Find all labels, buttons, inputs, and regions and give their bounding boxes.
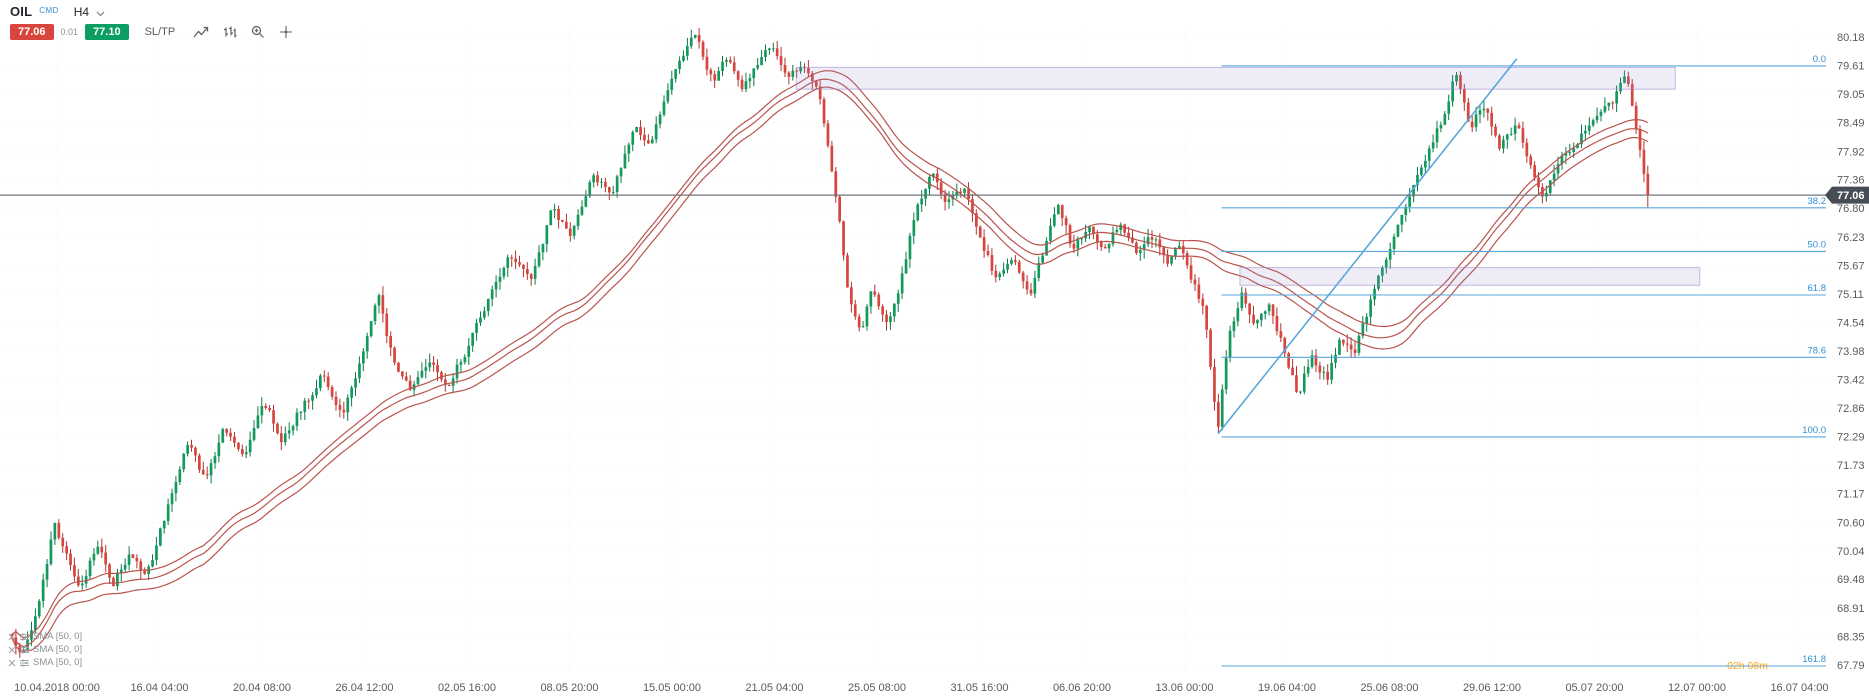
sma-low-line [11, 86, 1649, 652]
trendline[interactable] [1217, 58, 1518, 435]
svg-text:20.04 08:00: 20.04 08:00 [233, 682, 291, 694]
svg-text:25.06 08:00: 25.06 08:00 [1360, 682, 1418, 694]
svg-text:80.18: 80.18 [1837, 32, 1865, 44]
crosshair-icon[interactable] [279, 25, 293, 39]
sma-lines[interactable] [11, 70, 1649, 652]
svg-text:19.06 04:00: 19.06 04:00 [1258, 682, 1316, 694]
settings-icon[interactable] [20, 632, 29, 641]
svg-text:73.98: 73.98 [1837, 346, 1865, 358]
svg-text:08.05 20:00: 08.05 20:00 [540, 682, 598, 694]
fib-level-label: 61.8 [1808, 283, 1827, 294]
spread-value: 0.01 [60, 27, 79, 37]
fib-level-label: 0.0 [1813, 54, 1826, 65]
fib-level-label: 38.2 [1808, 196, 1827, 207]
close-icon[interactable] [8, 646, 16, 654]
current-price-line: 77.06 [0, 186, 1869, 204]
svg-text:75.67: 75.67 [1837, 260, 1865, 272]
indicator-legend: SMA [50, 0] SMA [50, 0] SMA [50, 0] [8, 630, 82, 669]
buy-price-button[interactable]: 77.10 [85, 24, 129, 40]
sell-price-button[interactable]: 77.06 [10, 24, 54, 40]
fib-level-label: 78.6 [1808, 345, 1827, 356]
svg-text:05.07 20:00: 05.07 20:00 [1565, 682, 1623, 694]
svg-text:67.79: 67.79 [1837, 660, 1865, 672]
svg-text:76.23: 76.23 [1837, 232, 1865, 244]
svg-text:21.05 04:00: 21.05 04:00 [745, 682, 803, 694]
svg-text:75.11: 75.11 [1837, 289, 1864, 301]
svg-text:72.86: 72.86 [1837, 403, 1865, 415]
svg-text:25.05 08:00: 25.05 08:00 [848, 682, 906, 694]
svg-text:12.07 00:00: 12.07 00:00 [1668, 682, 1726, 694]
svg-text:71.73: 71.73 [1837, 460, 1865, 472]
svg-text:26.04 12:00: 26.04 12:00 [335, 682, 393, 694]
svg-text:15.05 00:00: 15.05 00:00 [643, 682, 701, 694]
price-axis[interactable]: 80.18 79.61 79.05 78.49 77.92 77.36 76.80 76.23… [1837, 32, 1865, 672]
svg-text:78.49: 78.49 [1837, 118, 1865, 130]
sltp-button[interactable]: SL/TP [144, 26, 176, 38]
svg-text:06.06 20:00: 06.06 20:00 [1053, 682, 1111, 694]
chart-type-icon[interactable] [223, 25, 237, 39]
svg-text:76.80: 76.80 [1837, 203, 1865, 215]
svg-text:10.04.2018 00:00: 10.04.2018 00:00 [14, 682, 100, 694]
zoom-in-icon[interactable] [251, 25, 265, 39]
instrument-type-badge: CMD [39, 6, 59, 15]
svg-text:16.04 04:00: 16.04 04:00 [130, 682, 188, 694]
trendline-icon[interactable] [193, 25, 209, 39]
close-icon[interactable] [8, 659, 16, 667]
fib-level-label: 50.0 [1808, 239, 1827, 250]
timeframe-selector[interactable]: H4 [73, 5, 90, 19]
time-axis[interactable]: 10.04.2018 00:00 16.04 04:00 20.04 08:00 26… [14, 682, 1828, 694]
svg-text:69.48: 69.48 [1837, 574, 1865, 586]
legend-label: SMA [50, 0] [33, 631, 83, 642]
sma-high-line [11, 70, 1649, 639]
svg-text:68.35: 68.35 [1837, 631, 1865, 643]
svg-text:79.61: 79.61 [1837, 61, 1865, 73]
svg-text:13.06 00:00: 13.06 00:00 [1155, 682, 1213, 694]
svg-text:70.60: 70.60 [1837, 517, 1865, 529]
settings-icon[interactable] [20, 658, 29, 667]
candle-countdown: 02h 08m [1727, 660, 1768, 672]
svg-text:73.42: 73.42 [1837, 374, 1865, 386]
zone-rectangle-2 [1239, 267, 1701, 286]
chart-tools [193, 25, 293, 39]
legend-label: SMA [50, 0] [33, 644, 83, 655]
settings-icon[interactable] [20, 645, 29, 654]
svg-text:02.05 16:00: 02.05 16:00 [438, 682, 496, 694]
legend-row-sma-3: SMA [50, 0] [8, 656, 82, 669]
chart-toolbar: OIL CMD H4 77.06 0.01 77.10 SL/TP [10, 4, 293, 40]
svg-text:72.29: 72.29 [1837, 432, 1865, 444]
close-icon[interactable] [8, 633, 16, 641]
svg-text:77.92: 77.92 [1837, 146, 1865, 158]
svg-text:31.05 16:00: 31.05 16:00 [950, 682, 1008, 694]
legend-row-sma-2: SMA [50, 0] [8, 643, 82, 656]
price-tag [1825, 186, 1869, 204]
svg-text:74.54: 74.54 [1837, 318, 1865, 330]
legend-row-sma-1: SMA [50, 0] [8, 630, 82, 643]
supply-demand-zones[interactable] [795, 66, 1701, 286]
svg-text:77.36: 77.36 [1837, 175, 1865, 187]
fib-level-label: 100.0 [1802, 425, 1826, 436]
svg-text:71.17: 71.17 [1837, 489, 1865, 501]
svg-text:70.04: 70.04 [1837, 546, 1865, 558]
svg-text:79.05: 79.05 [1837, 89, 1865, 101]
fib-level-label: 161.8 [1802, 654, 1826, 665]
zone-rectangle-1 [795, 66, 1676, 90]
legend-label: SMA [50, 0] [33, 657, 83, 668]
grid [0, 30, 1832, 672]
fibonacci-retracement[interactable]: 0.0 38.2 50.0 61.8 78.6 100.0 161.8 [1221, 54, 1827, 667]
sma-close-line [11, 78, 1649, 648]
svg-text:68.91: 68.91 [1837, 603, 1865, 615]
svg-text:77.06: 77.06 [1837, 190, 1865, 202]
chevron-down-icon[interactable] [96, 11, 105, 17]
candlestick-series [10, 28, 1650, 658]
instrument-symbol[interactable]: OIL [10, 4, 33, 19]
svg-text:29.06 12:00: 29.06 12:00 [1463, 682, 1521, 694]
svg-text:16.07 04:00: 16.07 04:00 [1770, 682, 1828, 694]
